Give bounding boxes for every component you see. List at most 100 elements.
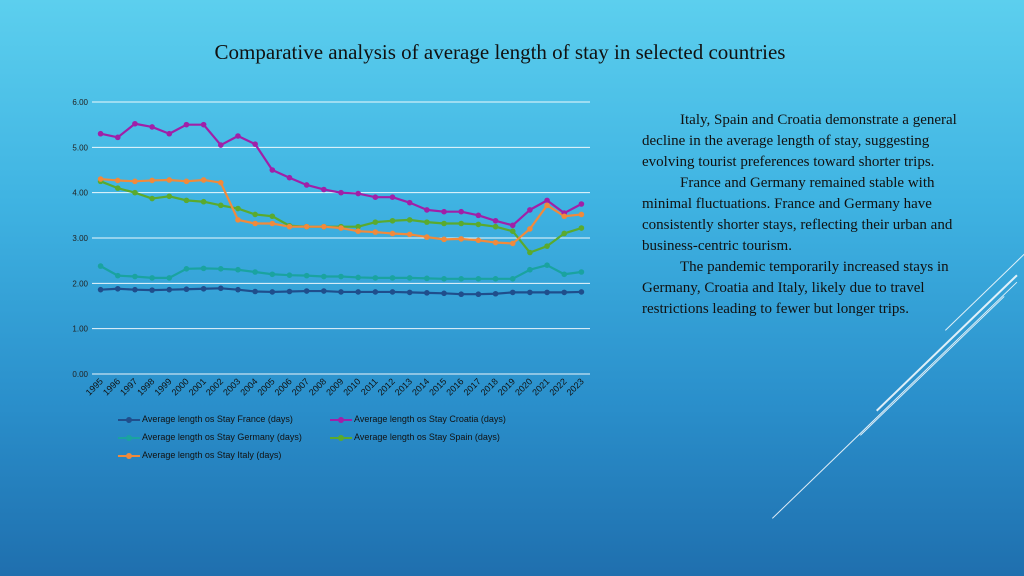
series-line-4 bbox=[100, 177, 582, 245]
data-point-2-2 bbox=[132, 273, 138, 280]
data-point-4-12 bbox=[303, 223, 310, 230]
data-point-0-25 bbox=[527, 289, 533, 296]
data-point-0-18 bbox=[406, 289, 413, 296]
x-tick-label: 2015 bbox=[427, 376, 448, 397]
data-point-0-21 bbox=[458, 291, 465, 298]
legend-swatch-france bbox=[118, 416, 140, 423]
x-tick-label: 2005 bbox=[255, 376, 276, 397]
data-point-2-18 bbox=[406, 275, 413, 281]
data-point-0-20 bbox=[441, 290, 447, 297]
data-point-2-9 bbox=[252, 269, 258, 275]
x-tick-label: 2016 bbox=[444, 376, 465, 397]
slide-title: Comparative analysis of average length o… bbox=[214, 40, 786, 64]
data-point-2-3 bbox=[149, 275, 155, 281]
data-point-4-11 bbox=[286, 223, 293, 230]
data-point-0-23 bbox=[492, 290, 499, 297]
data-point-4-23 bbox=[492, 239, 499, 246]
data-point-4-2 bbox=[132, 178, 138, 185]
x-tick-label: 2006 bbox=[273, 376, 294, 397]
data-point-4-14 bbox=[338, 225, 344, 231]
data-point-2-23 bbox=[492, 276, 499, 282]
data-point-1-26 bbox=[544, 197, 550, 204]
data-point-1-18 bbox=[406, 199, 413, 206]
data-point-2-4 bbox=[166, 275, 173, 281]
data-point-1-1 bbox=[114, 134, 121, 141]
data-point-1-12 bbox=[303, 182, 310, 188]
data-point-0-26 bbox=[544, 289, 550, 296]
data-point-0-11 bbox=[286, 288, 293, 295]
data-point-2-11 bbox=[286, 272, 293, 278]
data-point-4-7 bbox=[217, 179, 224, 186]
data-point-2-20 bbox=[441, 276, 447, 282]
data-point-2-5 bbox=[183, 266, 190, 272]
data-point-4-21 bbox=[458, 236, 465, 242]
data-point-0-7 bbox=[217, 285, 224, 292]
data-point-3-9 bbox=[252, 211, 258, 218]
data-point-1-16 bbox=[372, 194, 379, 200]
note-paragraph-3: The pandemic temporarily increased stays… bbox=[642, 259, 949, 317]
data-point-0-14 bbox=[338, 289, 344, 295]
data-point-2-21 bbox=[458, 276, 465, 282]
x-tick-label: 2002 bbox=[204, 376, 225, 397]
data-point-0-13 bbox=[321, 288, 327, 294]
data-point-2-15 bbox=[355, 274, 361, 281]
data-point-4-17 bbox=[389, 230, 396, 237]
data-point-0-12 bbox=[303, 288, 310, 294]
x-tick-label: 1997 bbox=[118, 376, 139, 397]
x-tick-label: 1998 bbox=[135, 376, 156, 397]
x-tick-label: 2022 bbox=[547, 376, 568, 397]
x-tick-label: 2017 bbox=[462, 376, 483, 397]
data-point-2-26 bbox=[544, 262, 550, 269]
data-point-0-27 bbox=[561, 289, 568, 296]
data-point-0-22 bbox=[475, 291, 482, 298]
y-tick-label: 6.00 bbox=[72, 98, 88, 107]
legend-label-spain: Average length os Stay Spain (days) bbox=[354, 432, 500, 442]
data-point-0-19 bbox=[424, 290, 430, 296]
y-axis-ticks: 0.00 1.00 2.00 3.00 4.00 5.00 6.00 bbox=[72, 98, 88, 379]
data-point-2-14 bbox=[338, 273, 344, 280]
data-point-1-3 bbox=[149, 124, 155, 130]
y-tick-label: 4.00 bbox=[72, 189, 88, 198]
data-point-0-10 bbox=[269, 289, 276, 295]
data-point-0-3 bbox=[149, 287, 155, 293]
data-point-1-19 bbox=[424, 207, 430, 213]
data-point-2-13 bbox=[321, 273, 327, 280]
data-point-4-8 bbox=[235, 217, 241, 223]
legend-swatch-croatia bbox=[330, 416, 352, 423]
data-point-3-5 bbox=[183, 197, 190, 204]
legend-item-france: Average length os Stay France (days) bbox=[118, 414, 293, 424]
data-point-4-1 bbox=[114, 177, 121, 184]
data-point-1-15 bbox=[355, 190, 361, 197]
data-point-1-24 bbox=[509, 222, 516, 229]
y-tick-label: 2.00 bbox=[72, 279, 88, 288]
data-point-0-1 bbox=[114, 285, 121, 292]
data-point-3-19 bbox=[424, 219, 430, 225]
data-point-0-0 bbox=[97, 286, 104, 293]
gridlines bbox=[92, 101, 590, 375]
x-tick-label: 2007 bbox=[290, 376, 311, 397]
x-tick-label: 2003 bbox=[221, 376, 242, 397]
data-point-3-4 bbox=[166, 193, 173, 200]
legend-label-croatia: Average length os Stay Croatia (days) bbox=[354, 414, 506, 424]
x-axis-ticks: 1995199619971998199920002001200220032004… bbox=[84, 376, 586, 397]
data-point-1-9 bbox=[252, 141, 258, 147]
data-point-0-6 bbox=[200, 285, 207, 292]
data-point-4-9 bbox=[252, 220, 258, 227]
data-point-1-20 bbox=[441, 208, 447, 215]
x-tick-label: 2011 bbox=[359, 376, 380, 397]
legend-item-italy: Average length os Stay Italy (days) bbox=[118, 450, 281, 460]
x-tick-label: 2001 bbox=[187, 376, 208, 397]
x-tick-label: 1996 bbox=[101, 376, 122, 397]
x-tick-label: 2013 bbox=[393, 376, 414, 397]
data-point-1-13 bbox=[321, 186, 327, 193]
data-point-0-16 bbox=[372, 289, 379, 295]
series-lines bbox=[100, 122, 582, 296]
data-point-0-2 bbox=[132, 286, 138, 293]
series-points bbox=[97, 120, 585, 298]
x-tick-label: 1999 bbox=[152, 376, 173, 397]
data-point-3-8 bbox=[235, 205, 241, 212]
data-point-2-1 bbox=[114, 272, 121, 279]
x-tick-label: 2009 bbox=[324, 376, 345, 397]
data-point-2-19 bbox=[424, 275, 430, 282]
data-point-1-10 bbox=[269, 167, 276, 173]
